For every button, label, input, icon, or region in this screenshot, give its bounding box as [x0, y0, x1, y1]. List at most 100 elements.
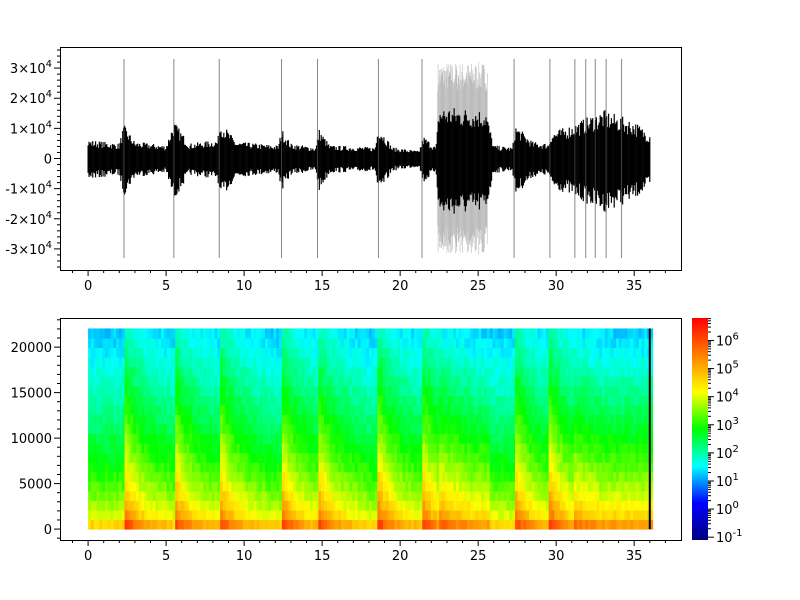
spectrogram-cell — [632, 509, 637, 521]
spectrogram-cell — [534, 481, 538, 492]
spectrogram-cell — [332, 347, 336, 358]
spectrogram-cell — [197, 462, 201, 473]
spectrogram-cell — [470, 452, 474, 463]
spectrogram-cell — [99, 481, 103, 492]
spectrogram-cell — [475, 509, 479, 521]
spectrogram-cell — [467, 481, 471, 492]
spectrogram-cell — [295, 462, 300, 473]
spectrogram-cell — [104, 509, 109, 521]
spectrogram-cell — [562, 519, 567, 530]
spectrogram-cell — [211, 395, 215, 406]
spectrogram-cell — [453, 443, 457, 454]
spectrogram-cell — [391, 519, 395, 530]
spectrogram-cell — [377, 376, 381, 387]
spectrogram-cell — [135, 462, 140, 473]
spectrogram-cell — [551, 490, 555, 501]
spectrogram-cell — [529, 471, 533, 482]
spectrogram-cell — [458, 519, 463, 530]
spectrogram-cell — [517, 328, 522, 339]
spectrogram-cell — [357, 490, 362, 501]
spectrogram-cell — [279, 328, 283, 339]
spectrogram-cell — [161, 366, 165, 377]
spectrogram-cell — [276, 433, 280, 444]
spectrogram-cell — [447, 500, 451, 511]
spectrogram-cell — [500, 471, 505, 482]
spectrogram-cell — [265, 423, 269, 435]
spectrogram-cell — [500, 385, 505, 396]
spectrogram-cell — [335, 357, 339, 368]
spectrogram-cell — [436, 414, 440, 425]
spectrogram-cell — [436, 452, 440, 463]
spectrogram-cell — [304, 395, 308, 406]
spectrogram-cell — [338, 500, 342, 511]
spectrogram-cell — [593, 414, 597, 425]
spectrogram-cell — [116, 462, 120, 473]
spectrogram-cell — [309, 328, 314, 339]
spectrogram-cell — [450, 519, 454, 530]
spectrogram-cell — [453, 471, 457, 482]
spectrogram-cell — [427, 357, 432, 368]
spectrogram-cell — [537, 347, 541, 358]
spectrogram-cell — [602, 338, 606, 349]
spectrogram-cell — [588, 338, 592, 349]
spectrogram-cell — [523, 395, 527, 406]
spectrogram-cell — [158, 452, 162, 463]
spectrogram-cell — [102, 462, 106, 473]
spectrogram-cell — [340, 366, 345, 377]
spectrogram-cell — [607, 376, 611, 387]
spectrogram-cell — [641, 414, 645, 425]
spectrogram-cell — [214, 357, 218, 368]
spectrogram-cell — [503, 357, 508, 368]
spectrogram-cell — [312, 357, 317, 368]
spectrogram-cell — [360, 414, 364, 425]
spectrogram-cell — [529, 519, 533, 530]
spectrogram-cell — [416, 357, 420, 368]
spectrogram-cell — [222, 376, 227, 387]
spectrogram-cell — [295, 395, 300, 406]
spectrogram-cell — [318, 357, 322, 368]
spectrogram-cell — [374, 462, 378, 473]
spectrogram-cell — [242, 423, 246, 435]
spectrogram-cell — [169, 500, 173, 511]
spectrogram-cell — [279, 385, 283, 396]
spectrogram-cell — [352, 433, 356, 444]
spectrogram-cell — [413, 500, 418, 511]
spectrogram-cell — [256, 471, 260, 482]
spectrogram-cell — [478, 509, 482, 521]
spectrogram-cell — [559, 385, 564, 396]
spectrogram-cell — [635, 347, 640, 358]
spectrogram-cell — [152, 395, 156, 406]
spectrogram-cell — [374, 423, 378, 435]
spectrogram-cell — [287, 462, 291, 473]
spectrogram-cell — [399, 366, 404, 377]
spectrogram-cell — [293, 347, 297, 358]
spectrogram-cell — [265, 490, 269, 501]
spectrogram-cell — [520, 423, 524, 435]
spectrogram-cell — [256, 433, 260, 444]
spectrogram-cell — [175, 443, 179, 454]
spectrogram-cell — [506, 423, 510, 435]
spectrogram-cell — [214, 433, 218, 444]
spectrogram-cell — [562, 433, 567, 444]
spectrogram-cell — [360, 500, 364, 511]
spectrogram-cell — [149, 452, 154, 463]
spectrogram-cell — [225, 490, 230, 501]
spectrogram-cell — [360, 471, 364, 482]
spectrogram-cell — [562, 366, 567, 377]
spectrogram-cell — [110, 500, 114, 511]
spectrogram-cell — [239, 433, 244, 444]
spectrogram-cell — [138, 509, 142, 521]
spectrogram-cell — [231, 328, 235, 339]
spectrogram-cell — [374, 404, 378, 415]
spectrogram-cell — [279, 452, 283, 463]
spectrogram-cell — [352, 338, 356, 349]
spectrogram-cell — [624, 433, 628, 444]
spectrogram-cell — [573, 328, 578, 339]
spectrogram-cell — [484, 509, 488, 521]
spectrogram-cell — [96, 338, 100, 349]
spectrogram-cell — [270, 500, 274, 511]
spectrogram-cell — [436, 357, 440, 368]
spectrogram-cell — [242, 347, 246, 358]
spectrogram-cell — [599, 404, 603, 415]
spectrogram-cell — [495, 366, 499, 377]
